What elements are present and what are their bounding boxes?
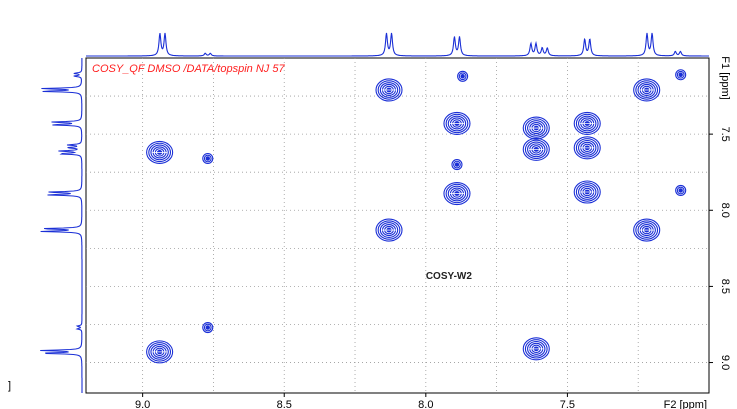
x-tick-label: 7.5: [560, 399, 575, 409]
spectrum-annotation: COSY-W2: [426, 271, 473, 282]
x-tick-label: 8.5: [277, 399, 292, 409]
y-tick-label: 8.0: [719, 203, 731, 218]
cross-peak: [522, 337, 550, 361]
x-axis-ticks: 9.0 8.5 8.0 7.5: [135, 393, 575, 409]
x-tick-label: 8.0: [418, 399, 433, 409]
cross-peak: [573, 111, 601, 136]
cross-peak: [443, 181, 471, 206]
cross-peak: [146, 340, 174, 364]
cross-peak: [202, 321, 214, 334]
y-axis-ticks: 7.5 8.0 8.5 9.0: [709, 126, 731, 370]
cross-peak: [451, 159, 463, 171]
cross-peak: [633, 78, 661, 102]
cross-peak: [457, 70, 469, 82]
cross-peak: [375, 218, 403, 242]
cross-peak: [375, 78, 403, 102]
projection-line-left: [40, 58, 83, 393]
y-tick-label: 8.5: [719, 279, 731, 294]
cross-peak: [573, 180, 601, 204]
cross-peak: [522, 137, 550, 161]
chart-title: COSY_QF DMSO /DATA/topspin NJ 57: [92, 63, 285, 75]
y-tick-label: 9.0: [719, 355, 731, 370]
cross-peak: [443, 111, 471, 136]
f1-projection-trace: [40, 58, 83, 393]
cross-peak: [522, 116, 550, 140]
f2-projection-trace: [86, 32, 709, 57]
projection-line-top: [86, 32, 709, 57]
cross-peak: [633, 218, 661, 242]
cross-peak: [675, 69, 687, 81]
y-tick-label: 7.5: [719, 126, 731, 141]
cross-peak: [146, 140, 174, 164]
y-axis-title: F1 [ppm]: [719, 56, 731, 99]
x-axis-title: F2 [ppm]: [664, 399, 707, 409]
left-scale-marker: ]: [8, 380, 11, 392]
cross-peak: [675, 184, 687, 197]
cross-peak: [202, 152, 214, 165]
x-tick-label: 9.0: [135, 399, 150, 409]
plot-area-frame: [85, 57, 710, 394]
cross-peaks: [146, 69, 687, 364]
cross-peak: [573, 136, 601, 160]
